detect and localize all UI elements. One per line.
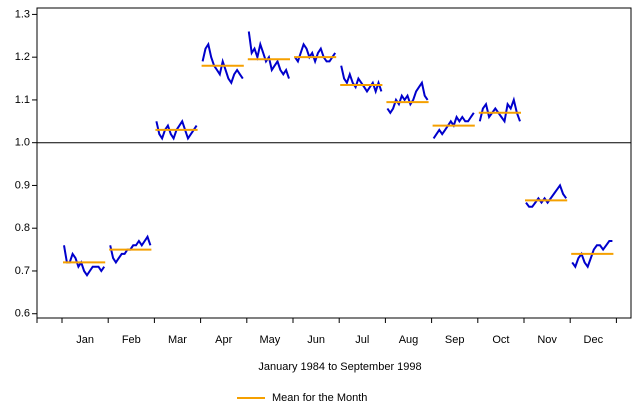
x-axis-label: January 1984 to September 1998 <box>258 361 421 373</box>
y-tick-label: 1.2 <box>15 51 30 63</box>
y-tick-label: 1.0 <box>15 137 30 149</box>
x-tick-label: Sep <box>445 334 465 346</box>
plot-frame <box>36 7 632 319</box>
x-tick-label: Oct <box>492 334 509 346</box>
y-tick-label: 0.8 <box>15 222 30 234</box>
x-tick-label: Jul <box>355 334 369 346</box>
x-tick-label: Aug <box>399 334 419 346</box>
x-tick-label: Apr <box>215 334 232 346</box>
x-tick-label: Feb <box>122 334 141 346</box>
x-tick-label: Mar <box>168 334 187 346</box>
y-tick-label: 0.6 <box>15 308 30 320</box>
subseries-line <box>478 96 521 124</box>
y-tick-label: 1.3 <box>15 8 30 20</box>
x-tick-label: Jan <box>76 334 94 346</box>
x-tick-label: Jun <box>307 334 325 346</box>
x-tick-label: Nov <box>537 334 557 346</box>
y-tick-label: 0.7 <box>15 265 30 277</box>
subseries-line <box>340 65 383 95</box>
x-tick-label: Dec <box>584 334 604 346</box>
x-tick-label: May <box>260 334 281 346</box>
subseries-line <box>525 183 568 208</box>
legend-label: Mean for the Month <box>272 392 367 404</box>
y-tick-label: 0.9 <box>15 179 30 191</box>
subseries-line <box>294 42 337 65</box>
subseries-line <box>247 31 290 79</box>
subseries-line <box>386 80 429 115</box>
y-tick-label: 1.1 <box>15 94 30 106</box>
subseries-line <box>201 41 244 86</box>
subseries-line <box>63 245 106 277</box>
